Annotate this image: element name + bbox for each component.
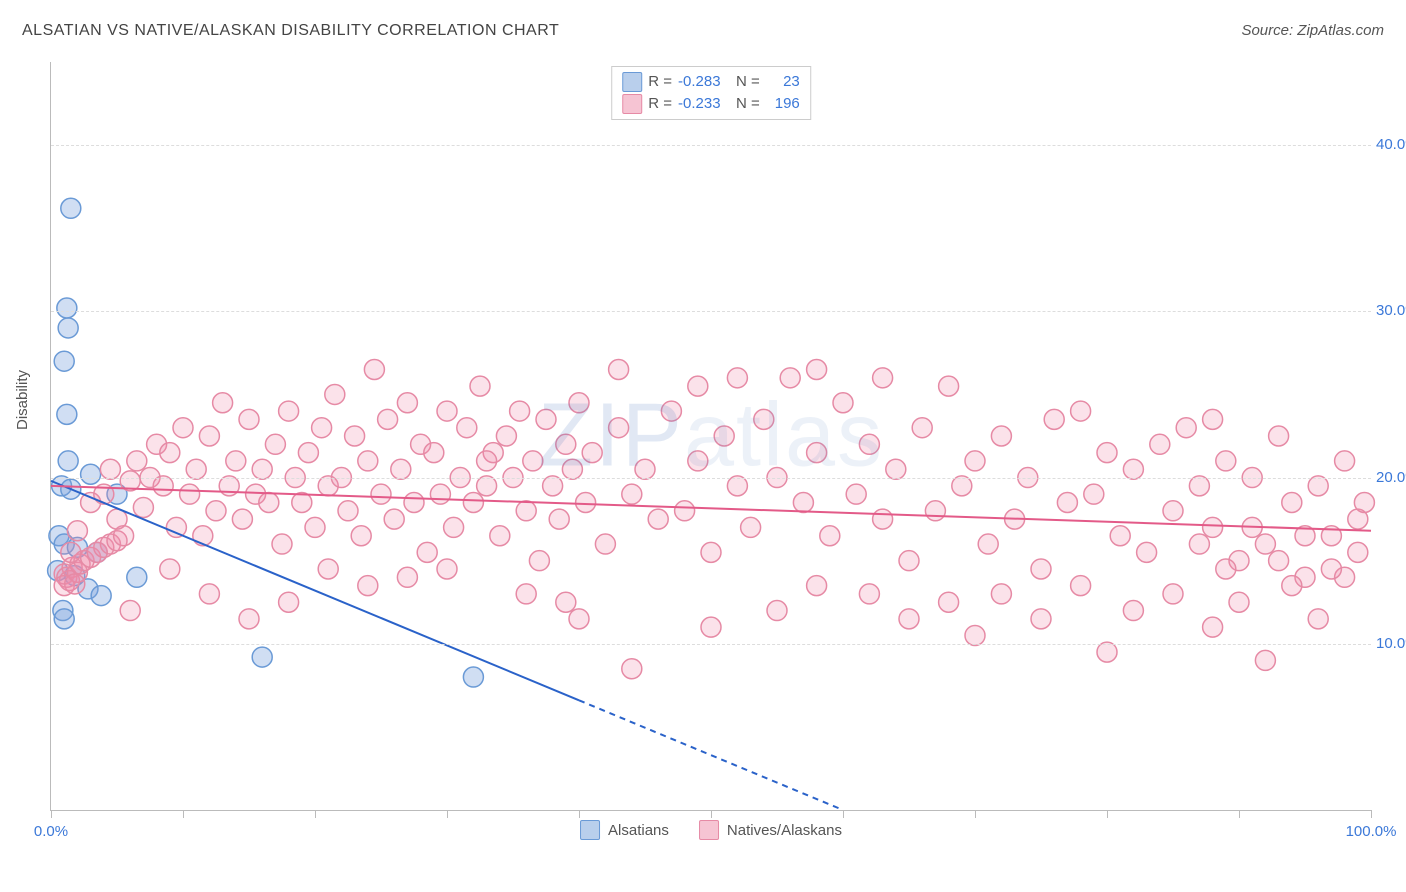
legend-item-natives: Natives/Alaskans (699, 820, 842, 840)
gridline (51, 145, 1371, 146)
x-tick-label: 0.0% (34, 823, 68, 840)
legend-row-alsatians: R = -0.283 N = 23 (622, 71, 800, 93)
swatch-alsatians-icon (580, 820, 600, 840)
r-label: R = (648, 93, 672, 115)
y-tick-label: 20.0% (1376, 469, 1406, 486)
r-value-alsatians: -0.283 (678, 71, 730, 93)
gridline (51, 644, 1371, 645)
y-tick-label: 40.0% (1376, 136, 1406, 153)
legend-series-names: Alsatians Natives/Alaskans (580, 820, 842, 840)
n-value-natives: 196 (766, 93, 800, 115)
swatch-alsatians-icon (622, 72, 642, 92)
chart-plot-area: ZIPatlas R = -0.283 N = 23 R = -0.233 N … (50, 62, 1371, 811)
x-tick (183, 810, 184, 818)
legend-label-alsatians: Alsatians (608, 822, 669, 839)
legend-row-natives: R = -0.233 N = 196 (622, 93, 800, 115)
x-tick (579, 810, 580, 818)
swatch-natives-icon (699, 820, 719, 840)
swatch-natives-icon (622, 94, 642, 114)
y-axis-label: Disability (14, 370, 31, 430)
x-tick (315, 810, 316, 818)
x-tick (1107, 810, 1108, 818)
legend-correlation-box: R = -0.283 N = 23 R = -0.233 N = 196 (611, 66, 811, 120)
r-value-natives: -0.233 (678, 93, 730, 115)
y-tick-label: 10.0% (1376, 635, 1406, 652)
x-tick-label: 100.0% (1346, 823, 1397, 840)
y-tick-label: 30.0% (1376, 302, 1406, 319)
n-value-alsatians: 23 (766, 71, 800, 93)
x-tick (711, 810, 712, 818)
gridline (51, 311, 1371, 312)
x-tick (447, 810, 448, 818)
x-tick (1371, 810, 1372, 818)
x-tick (1239, 810, 1240, 818)
n-label: N = (736, 93, 760, 115)
legend-label-natives: Natives/Alaskans (727, 822, 842, 839)
n-label: N = (736, 71, 760, 93)
chart-svg (51, 62, 1371, 810)
gridline (51, 478, 1371, 479)
x-tick (843, 810, 844, 818)
legend-item-alsatians: Alsatians (580, 820, 669, 840)
source-label: Source: ZipAtlas.com (1241, 22, 1384, 39)
chart-title: ALSATIAN VS NATIVE/ALASKAN DISABILITY CO… (22, 22, 559, 39)
x-tick (51, 810, 52, 818)
r-label: R = (648, 71, 672, 93)
x-tick (975, 810, 976, 818)
